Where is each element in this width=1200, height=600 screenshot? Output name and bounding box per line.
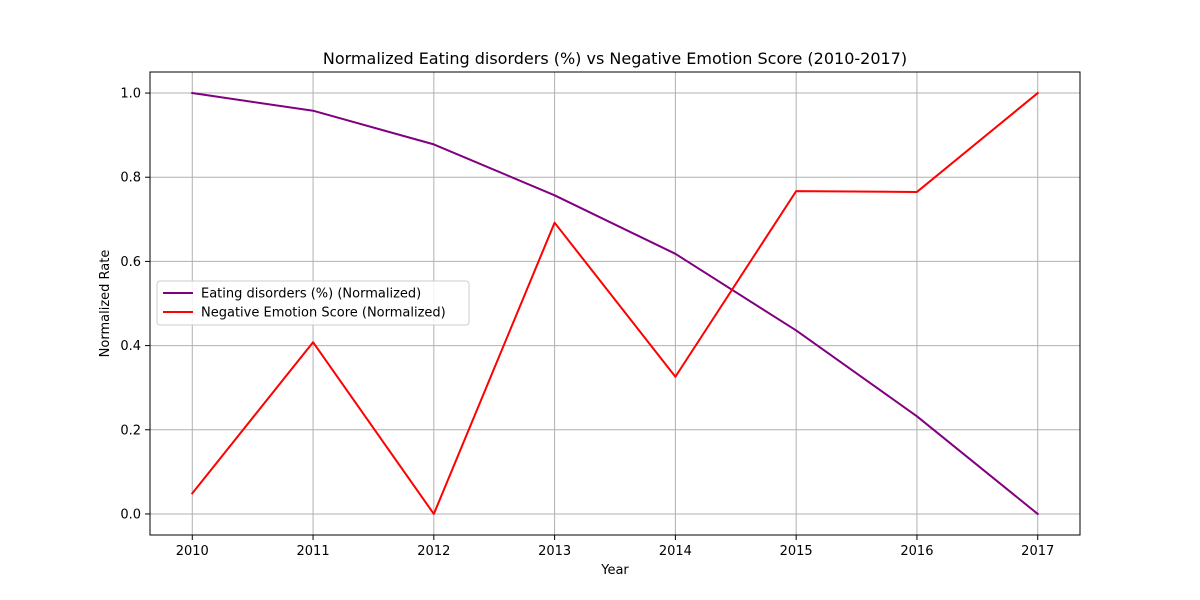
chart-title: Normalized Eating disorders (%) vs Negat…	[323, 49, 907, 68]
series-line-eating-disorders	[191, 91, 1040, 516]
series-line-negative-emotion	[190, 91, 1040, 515]
legend-label-eating-disorders: Eating disorders (%) (Normalized)	[201, 287, 421, 302]
y-tick-label: 0.0	[120, 507, 141, 522]
legend-label-negative-emotion: Negative Emotion Score (Normalized)	[201, 306, 446, 321]
legend: Eating disorders (%) (Normalized) Negati…	[156, 280, 470, 326]
x-tick-label: 2013	[538, 544, 571, 559]
plot-frame	[149, 71, 1081, 536]
x-axis-label: Year	[600, 563, 629, 578]
series-lines	[190, 91, 1040, 516]
x-tick-label: 2016	[900, 544, 933, 559]
x-tick-label: 2011	[297, 544, 330, 559]
x-tick-label: 2017	[1021, 544, 1054, 559]
y-tick-label: 0.6	[120, 255, 141, 270]
y-axis-label: Normalized Rate	[98, 250, 113, 358]
x-tick-label: 2014	[659, 544, 692, 559]
y-tick-label: 0.8	[120, 171, 141, 186]
y-tick-label: 0.2	[120, 423, 141, 438]
x-tick-label: 2012	[417, 544, 450, 559]
y-tick-label: 0.4	[120, 339, 141, 354]
axis-ticks: 2010 2011 2012 2013 2014 2015 2016 2017 0.0 0.2 0.…	[120, 87, 1054, 559]
grid	[150, 72, 1080, 535]
x-tick-label: 2010	[176, 544, 209, 559]
y-tick-label: 1.0	[120, 87, 141, 102]
legend-box	[156, 280, 470, 326]
x-tick-label: 2015	[780, 544, 813, 559]
